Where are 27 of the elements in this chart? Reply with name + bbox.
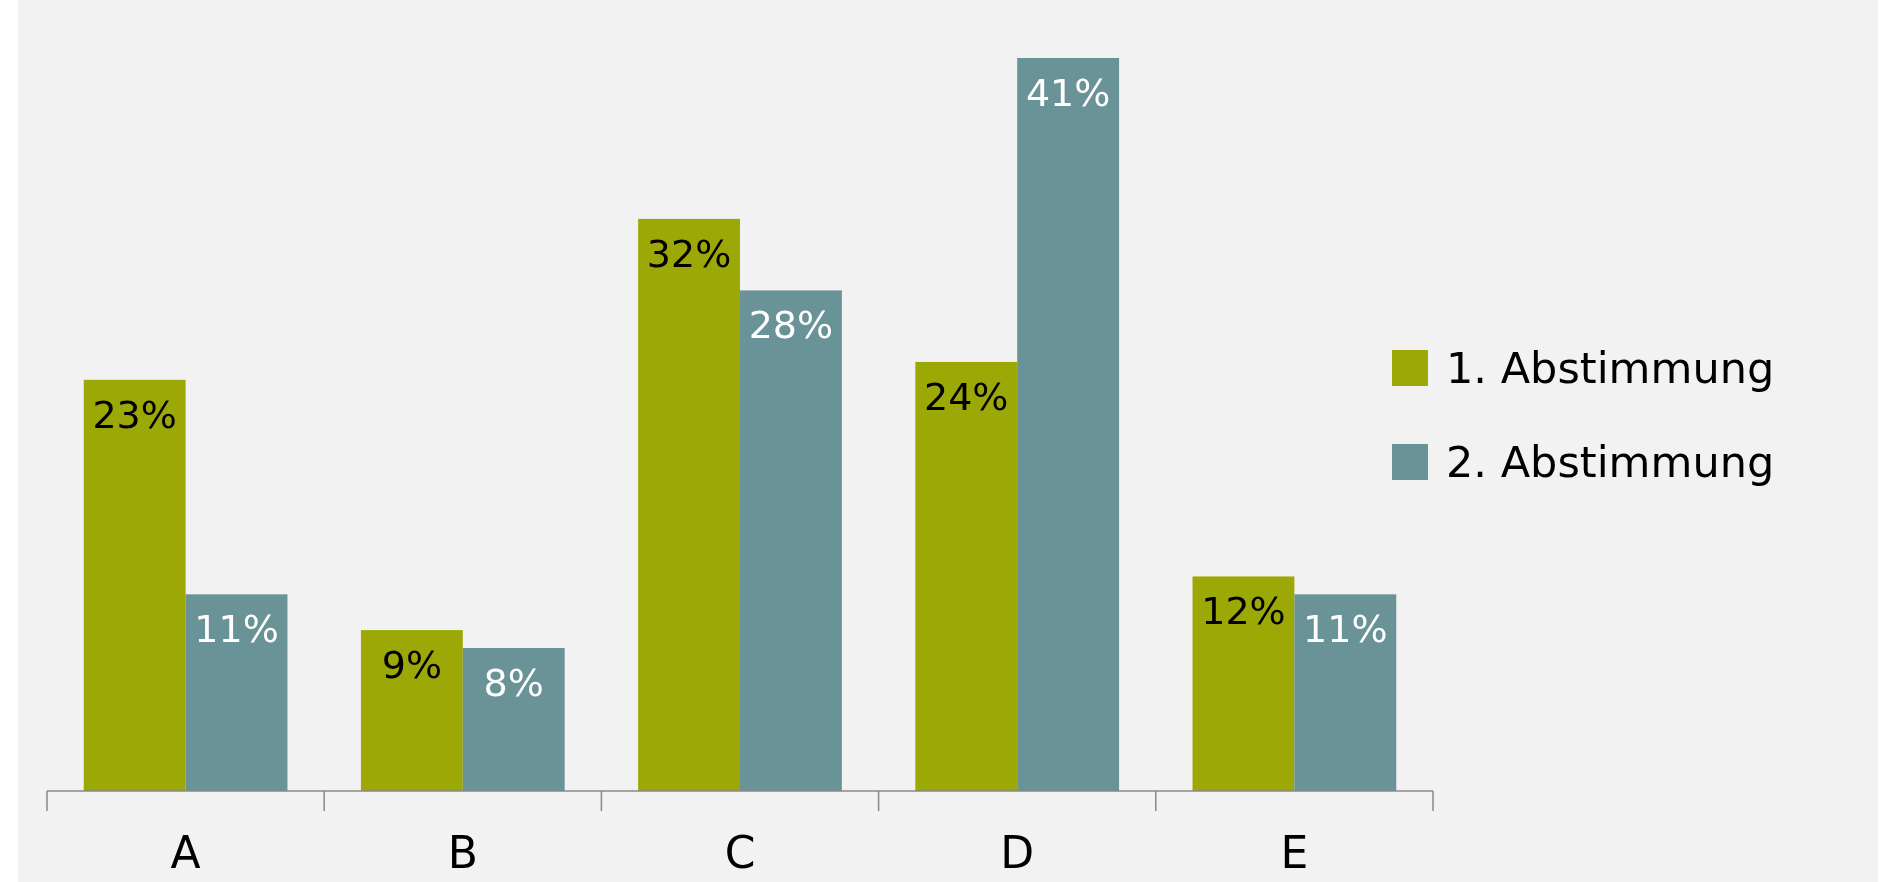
bar [360,630,463,791]
bar [740,290,842,791]
bar [462,647,565,791]
data-label: 9% [381,643,443,688]
data-label: 24% [924,374,1009,419]
legend-label: 2. Abstimmung [1446,437,1775,487]
legend-label: 1. Abstimmung [1446,343,1775,393]
bar [1017,58,1120,791]
bar [638,218,740,791]
bar [83,379,186,791]
bar [1294,594,1397,791]
data-label: 8% [483,660,544,705]
data-label: 28% [748,303,834,348]
x-tick-label: E [1280,827,1309,878]
bar [915,361,1018,791]
x-tick-label: D [1000,827,1035,878]
data-label: 32% [646,231,732,276]
x-tick-label: B [447,827,478,878]
x-tick-label: C [724,827,756,878]
bar [185,594,288,791]
data-label: 23% [92,392,177,437]
data-label: 12% [1201,589,1286,634]
data-label: 11% [194,607,279,652]
data-label: 11% [1303,607,1388,652]
x-tick-label: A [170,827,201,878]
data-label: 41% [1025,71,1111,115]
bar [1192,576,1295,791]
